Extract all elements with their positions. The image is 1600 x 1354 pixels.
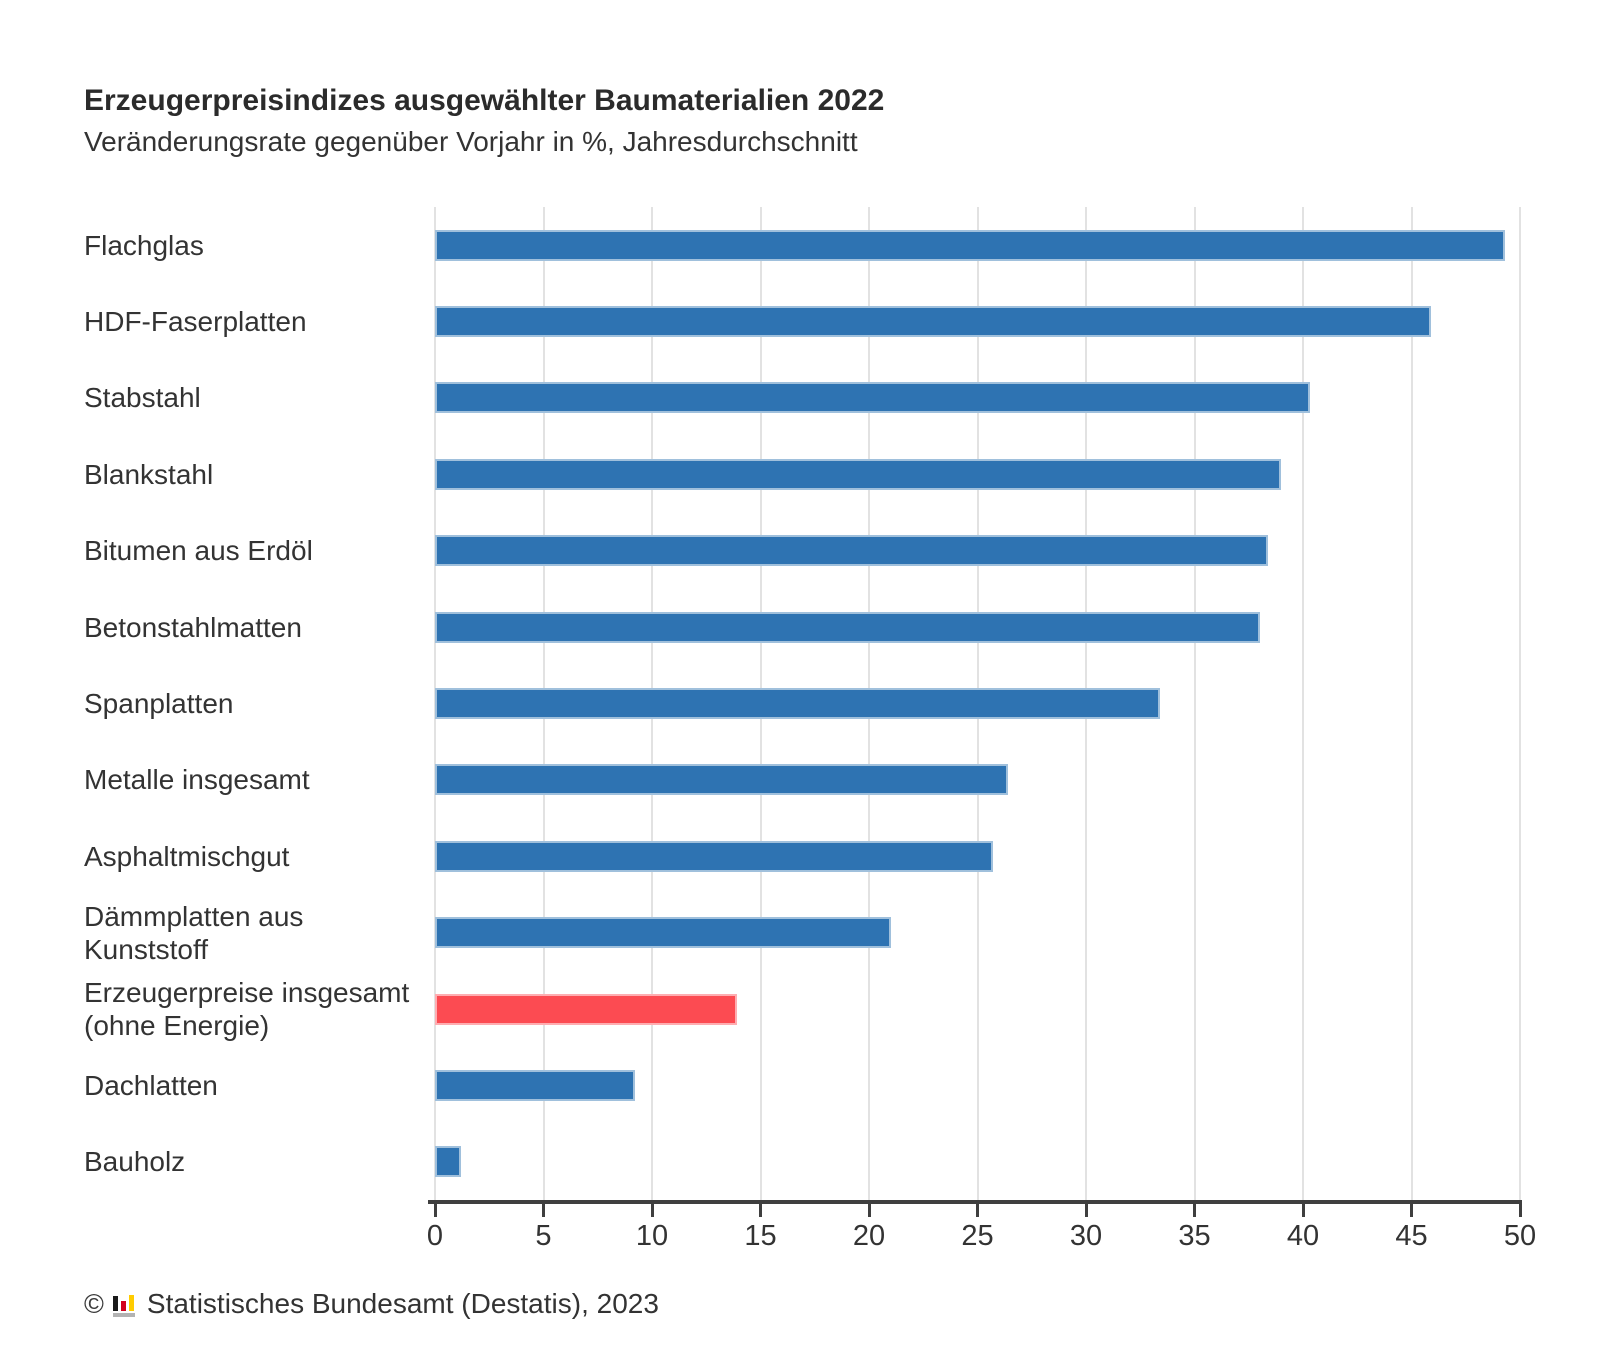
copyright-symbol: © <box>84 1289 104 1319</box>
category-label-line: HDF-Faserplatten <box>84 306 307 338</box>
category-label: Bitumen aus Erdöl <box>84 513 424 589</box>
category-label: Flachglas <box>84 207 424 283</box>
category-label: Asphaltmischgut <box>84 818 424 894</box>
category-label-line: Dachlatten <box>84 1069 218 1101</box>
x-axis-tick-label: 10 <box>635 1220 669 1252</box>
bar <box>435 1069 635 1101</box>
x-axis-tick-label: 5 <box>535 1220 552 1252</box>
category-label-line: Metalle insgesamt <box>84 764 310 796</box>
source-note: © Statistisches Bundesamt (Destatis), 20… <box>84 1288 659 1320</box>
category-label-line: Bitumen aus Erdöl <box>84 535 313 567</box>
category-label: Bauholz <box>84 1124 424 1200</box>
x-axis-tick <box>1301 1204 1305 1217</box>
bar <box>435 840 993 872</box>
logo-black-bar <box>112 1296 118 1311</box>
x-axis-tick-label: 35 <box>1178 1220 1211 1252</box>
x-axis-tick-label: 20 <box>852 1220 886 1252</box>
gridline <box>1193 207 1196 1200</box>
bar <box>435 382 1310 414</box>
chart-title: Erzeugerpreisindizes ausgewählter Baumat… <box>84 84 885 117</box>
x-axis-tick <box>1193 1204 1196 1217</box>
x-axis-tick-label: 0 <box>426 1220 444 1252</box>
bar <box>435 688 1160 719</box>
category-label-line: Bauholz <box>84 1146 186 1178</box>
bar <box>435 229 1505 261</box>
bar <box>435 917 891 949</box>
x-axis-tick <box>650 1204 654 1217</box>
category-label-line: Spanplatten <box>84 687 234 719</box>
category-label-line: (ohne Energie) <box>84 1010 270 1042</box>
x-axis-tick <box>1518 1204 1522 1217</box>
bar <box>435 1146 462 1178</box>
bar <box>435 611 1260 643</box>
bar <box>435 535 1269 567</box>
category-label-line: Stabstahl <box>84 382 201 414</box>
bar <box>435 993 737 1025</box>
destatis-logo-icon <box>112 1289 138 1319</box>
category-label-line: Betonstahlmatten <box>84 611 302 643</box>
x-axis-tick <box>1410 1204 1413 1217</box>
category-label-line: Kunststoff <box>84 933 209 965</box>
bar <box>435 306 1432 338</box>
x-axis-line <box>428 1200 1522 1204</box>
gridline <box>1302 207 1304 1200</box>
category-label-line: Erzeugerpreise insgesamt <box>84 977 410 1009</box>
bar <box>435 764 1008 796</box>
chart-subtitle: Veränderungsrate gegenüber Vorjahr in %,… <box>84 126 858 157</box>
category-label-line: Blankstahl <box>84 458 214 490</box>
logo-gold-bar <box>128 1295 134 1311</box>
x-axis-tick-label: 50 <box>1503 1220 1537 1252</box>
x-axis-tick <box>976 1204 979 1217</box>
x-axis-tick-label: 25 <box>961 1220 994 1252</box>
category-label-line: Dämmplatten aus <box>84 900 304 932</box>
category-label-line: Asphaltmischgut <box>84 840 290 872</box>
category-label: Dämmplatten aus Kunststoff <box>84 894 424 970</box>
category-label: Erzeugerpreise insgesamt (ohne Energie) <box>84 971 424 1047</box>
logo-baseline <box>112 1313 135 1317</box>
logo-red-bar <box>120 1301 126 1311</box>
x-axis-tick-label: 15 <box>744 1220 777 1252</box>
category-label: Spanplatten <box>84 665 424 741</box>
x-axis-tick-label: 45 <box>1395 1220 1428 1252</box>
bar <box>435 458 1282 490</box>
source-text: Statistisches Bundesamt (Destatis), 2023 <box>146 1288 659 1319</box>
x-axis-tick <box>759 1204 762 1217</box>
category-label: Blankstahl <box>84 436 424 512</box>
gridline <box>1519 207 1521 1200</box>
category-label: Stabstahl <box>84 360 424 436</box>
category-label: HDF-Faserplatten <box>84 283 424 359</box>
x-axis-tick <box>433 1204 437 1217</box>
category-label: Metalle insgesamt <box>84 742 424 818</box>
x-axis-tick-label: 30 <box>1069 1220 1103 1252</box>
gridline <box>1410 207 1413 1200</box>
x-axis-tick <box>1084 1204 1088 1217</box>
x-axis-tick <box>542 1204 545 1217</box>
category-label: Betonstahlmatten <box>84 589 424 665</box>
category-label-line: Flachglas <box>84 229 204 261</box>
x-axis-tick <box>867 1204 871 1217</box>
x-axis-tick-label: 40 <box>1286 1220 1320 1252</box>
category-label: Dachlatten <box>84 1047 424 1123</box>
